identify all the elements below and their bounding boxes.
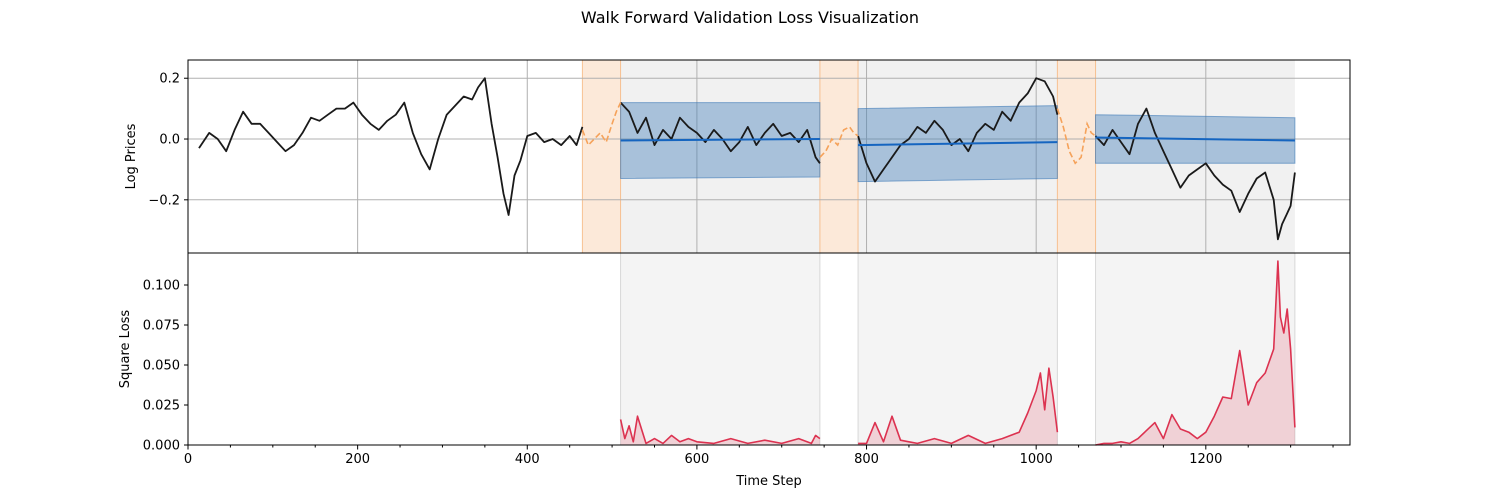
context-price-line-1 xyxy=(819,125,859,158)
bottom-x-tick-label: 1000 xyxy=(1020,452,1053,467)
loss-area-1 xyxy=(858,368,1058,445)
actual-price-line-0 xyxy=(198,77,584,216)
test-window-shade-2 xyxy=(1095,60,1295,253)
top-grid xyxy=(188,60,1350,253)
top-panel-log-prices: 0.2 0.0 −0.2 Log Prices xyxy=(124,59,1351,254)
context-price-line-2 xyxy=(1056,108,1096,165)
loss-line-0 xyxy=(619,415,821,445)
bottom-x-tick-label: 400 xyxy=(515,452,540,467)
bottom-y-tick-label: 0.050 xyxy=(143,359,180,374)
loss-line-2 xyxy=(1095,260,1296,446)
bottom-y-tick-label: 0.100 xyxy=(143,279,180,294)
test-window-shade-1 xyxy=(858,60,1058,253)
actual-price-line-2 xyxy=(857,77,1059,183)
bottom-axes: 0.000 0.025 0.050 0.075 0.100 0 200 400 600 800 10… xyxy=(143,252,1351,467)
top-y-axis-label: Log Prices xyxy=(124,123,139,189)
actual-price-line-3 xyxy=(1094,107,1296,241)
top-y-tick-label: 0.0 xyxy=(159,133,180,148)
forecast-mean-line-2 xyxy=(1095,136,1295,142)
context-window-shade-2 xyxy=(1057,60,1096,253)
loss-line-1 xyxy=(858,367,1059,445)
context-window-shade-1 xyxy=(819,60,859,253)
bottom-x-tick-label: 800 xyxy=(854,452,879,467)
bottom-y-tick-label: 0.000 xyxy=(143,439,180,454)
context-price-line-0 xyxy=(581,102,622,147)
context-window-shade-0 xyxy=(582,60,621,253)
bottom-x-tick-label: 200 xyxy=(345,452,370,467)
x-axis-label: Time Step xyxy=(735,474,802,489)
top-price-lines xyxy=(198,77,1296,241)
bottom-y-tick-label: 0.025 xyxy=(143,399,180,414)
figure-title: Walk Forward Validation Loss Visualizati… xyxy=(581,8,919,27)
test-window-shade-0 xyxy=(620,60,820,253)
bottom-y-axis-label: Square Loss xyxy=(118,310,133,389)
bottom-y-tick-label: 0.075 xyxy=(143,319,180,334)
loss-window-shade-1 xyxy=(858,253,1058,445)
top-y-tick-label: −0.2 xyxy=(148,193,180,208)
loss-area-0 xyxy=(620,416,820,445)
top-window-shading xyxy=(581,60,1295,253)
forecast-mean-line-0 xyxy=(620,138,820,142)
loss-window-shade-0 xyxy=(620,253,820,445)
bottom-x-tick-label: 1200 xyxy=(1189,452,1222,467)
top-y-tick-label: 0.2 xyxy=(159,72,180,87)
bottom-x-tick-label: 600 xyxy=(684,452,709,467)
bottom-x-tick-label: 0 xyxy=(184,452,192,467)
forecast-mean-line-1 xyxy=(858,141,1058,147)
bottom-window-shading xyxy=(620,253,1296,445)
bottom-panel-square-loss: 0.000 0.025 0.050 0.075 0.100 0 200 400 600 800 10… xyxy=(118,252,1351,489)
bottom-axes-frame xyxy=(187,252,1351,446)
loss-window-shade-2 xyxy=(1095,253,1295,445)
loss-area-2 xyxy=(1095,261,1295,445)
square-loss-lines xyxy=(619,260,1296,446)
